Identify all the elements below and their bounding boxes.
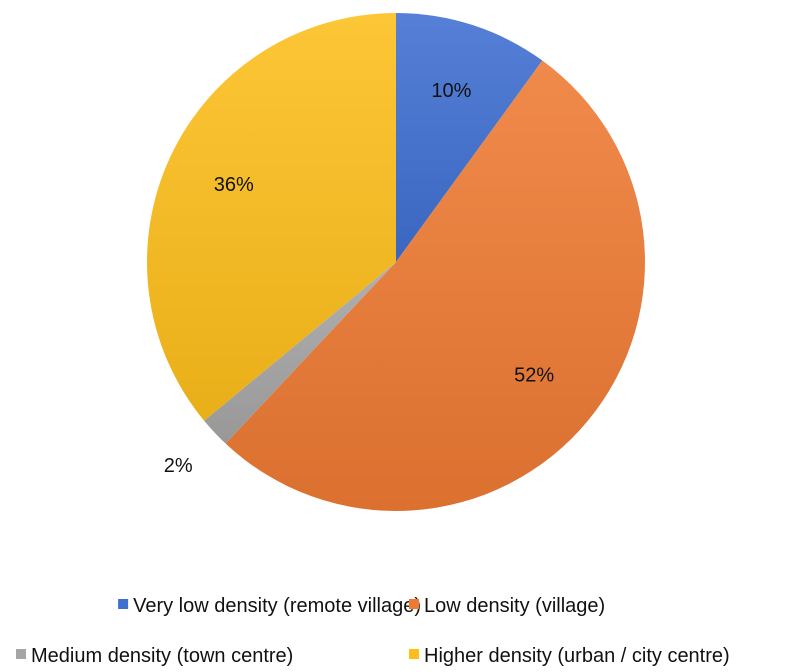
pie-slice-higher-density [146,13,396,421]
pie-slice-very-low-density [396,13,543,262]
slice-label-higher-density: 36% [214,174,254,196]
pie-slice-low-density [225,60,646,512]
pie-slice-medium-density [204,262,396,444]
slice-label-low-density: 52% [514,365,554,387]
pie-slices [146,13,646,512]
slice-label-very-low-density: 10% [431,80,471,102]
pie-slice-labels: 10% 52% 2% 36% [164,80,555,477]
slice-label-medium-density: 2% [164,455,193,477]
